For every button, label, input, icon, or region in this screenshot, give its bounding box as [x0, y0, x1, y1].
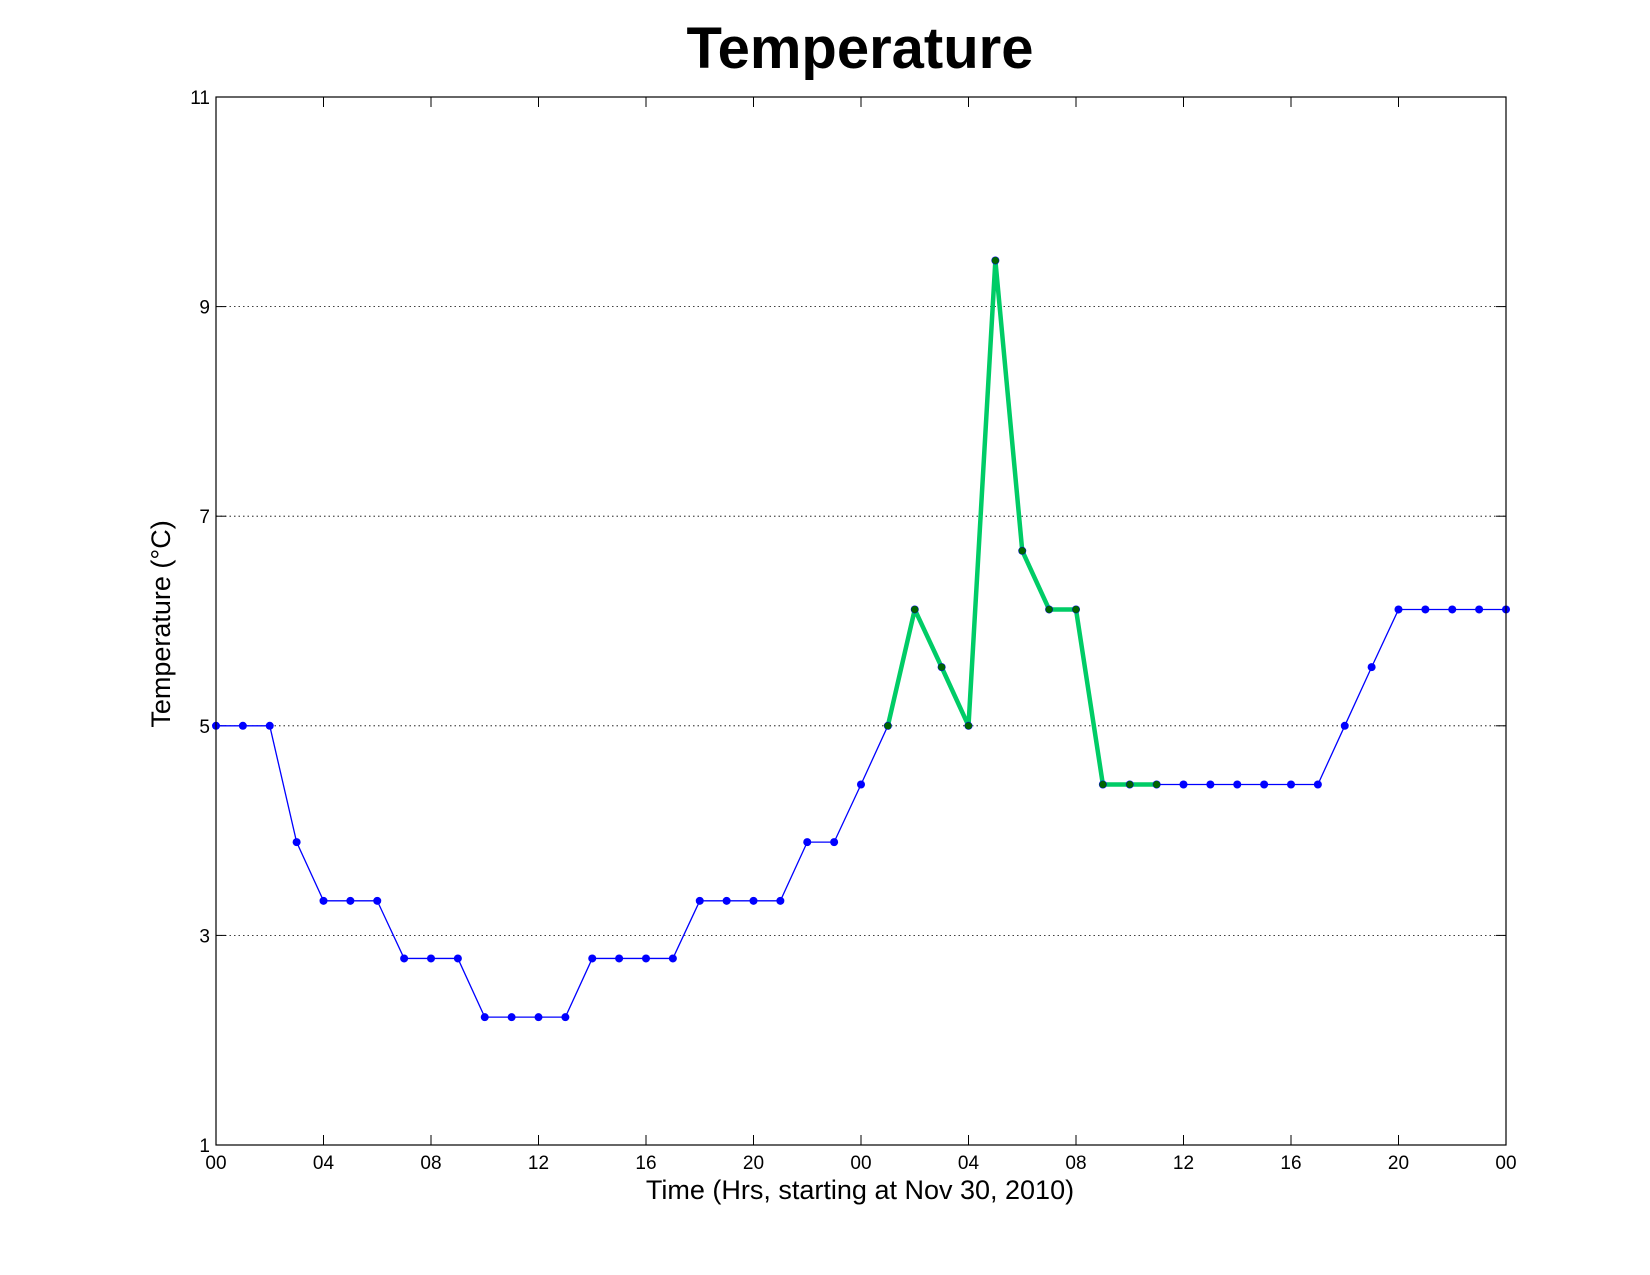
data-point-blue — [1367, 663, 1376, 672]
data-point-blue — [561, 1013, 570, 1022]
data-point-green — [964, 722, 973, 730]
x-tick-label: 00 — [850, 1153, 871, 1174]
data-point-blue — [615, 954, 624, 963]
data-point-blue — [1206, 780, 1215, 789]
data-point-blue — [668, 954, 677, 963]
data-point-blue — [453, 954, 462, 963]
data-point-blue — [1475, 605, 1484, 614]
data-point-blue — [1260, 780, 1269, 789]
grid-lines — [216, 306, 1506, 936]
data-point-green — [991, 256, 999, 265]
x-tick-label: 20 — [1388, 1153, 1409, 1174]
y-tick-label: 3 — [199, 926, 210, 947]
data-point-blue — [830, 838, 839, 847]
y-axis-label: Temperature (°C) — [146, 520, 176, 727]
data-point-blue — [695, 896, 704, 905]
plot-series — [212, 256, 1510, 1022]
data-point-blue — [1340, 721, 1349, 730]
data-point-green — [884, 722, 892, 730]
data-point-blue — [427, 954, 435, 963]
x-tick-label: 20 — [743, 1153, 764, 1174]
data-point-blue — [1233, 780, 1242, 789]
data-point-green — [1018, 547, 1026, 555]
y-tick-label: 7 — [199, 507, 210, 528]
x-tick-label: 12 — [528, 1153, 549, 1174]
data-point-blue — [857, 780, 865, 789]
data-point-blue — [238, 721, 247, 730]
data-point-blue — [319, 896, 328, 905]
data-point-blue — [1179, 780, 1188, 789]
data-point-green — [1099, 780, 1107, 789]
x-tick-label: 16 — [635, 1153, 656, 1174]
data-point-blue — [480, 1013, 489, 1022]
data-point-blue — [507, 1013, 516, 1022]
data-point-blue — [1287, 780, 1295, 789]
data-point-green — [938, 663, 946, 671]
x-tick-label: 04 — [313, 1153, 335, 1174]
data-point-blue — [346, 896, 355, 905]
x-tick-label: 00 — [205, 1153, 226, 1174]
data-point-green — [1072, 605, 1080, 614]
data-point-green — [1153, 780, 1161, 789]
data-point-blue — [400, 954, 409, 963]
data-point-blue — [1313, 780, 1322, 789]
y-tick-label: 9 — [199, 298, 210, 319]
data-point-blue — [265, 721, 274, 730]
y-tick-label: 5 — [199, 717, 210, 738]
x-tick-label: 12 — [1173, 1153, 1194, 1174]
x-tick-label: 08 — [420, 1153, 441, 1174]
x-axis-label: Time (Hrs, starting at Nov 30, 2010) — [646, 1175, 1074, 1205]
data-point-blue — [534, 1013, 543, 1022]
data-point-blue — [749, 896, 758, 905]
series-line-blue — [216, 260, 1506, 1018]
data-point-blue — [803, 838, 812, 847]
x-tick-label: 16 — [1280, 1153, 1301, 1174]
axis-ticks: 1 3 5 7 9 11 00 04 08 12 16 20 00 04 08 12 16 20 00 — [190, 88, 1516, 1174]
data-point-blue — [642, 954, 650, 963]
plot-frame — [215, 96, 1507, 1146]
data-point-green — [1045, 605, 1053, 614]
x-tick-label: 04 — [958, 1153, 980, 1174]
data-point-blue — [1394, 605, 1403, 614]
data-point-blue — [373, 896, 382, 905]
data-point-blue — [776, 896, 785, 905]
data-point-blue — [588, 954, 597, 963]
data-point-blue — [1448, 605, 1457, 614]
series-line-green — [885, 258, 1157, 787]
data-point-green — [1126, 780, 1134, 789]
chart-title: Temperature — [686, 16, 1033, 81]
y-tick-label: 11 — [190, 88, 210, 109]
data-point-blue — [1421, 605, 1430, 614]
data-point-blue — [722, 896, 731, 905]
x-tick-label: 00 — [1495, 1153, 1516, 1174]
x-tick-label: 08 — [1065, 1153, 1086, 1174]
data-point-blue — [292, 838, 301, 847]
data-point-green — [911, 605, 919, 614]
y-tick-label: 1 — [199, 1136, 210, 1157]
